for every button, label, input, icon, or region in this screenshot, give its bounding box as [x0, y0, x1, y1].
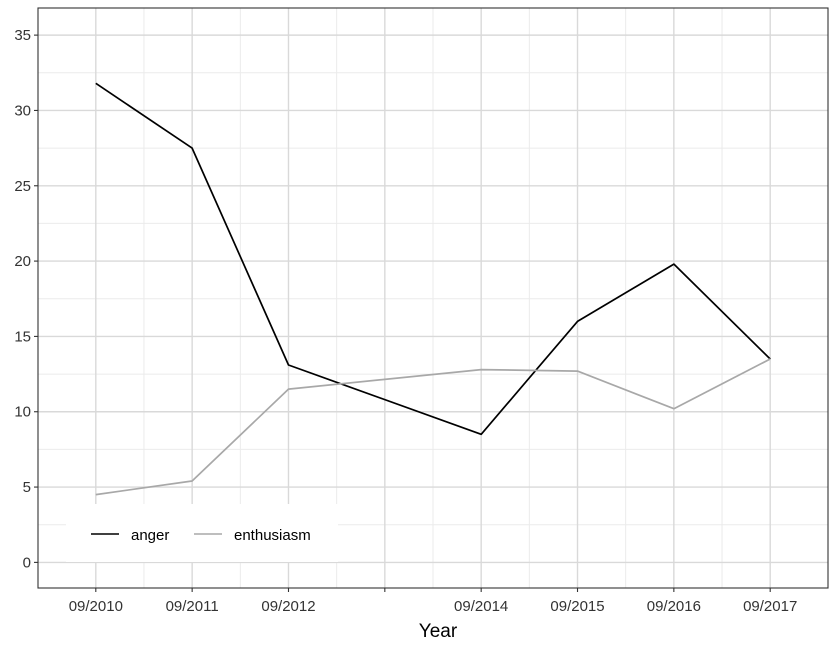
- x-axis-title: Year: [419, 621, 458, 641]
- legend-label-anger: anger: [131, 527, 169, 544]
- y-tick-label: 20: [14, 253, 31, 270]
- x-tick-label: 09/2015: [550, 598, 604, 615]
- legend-background: [66, 504, 338, 562]
- x-tick-label: 09/2014: [454, 598, 508, 615]
- x-tick-label: 09/2012: [261, 598, 315, 615]
- grid-major: [38, 8, 828, 588]
- y-tick-label: 0: [23, 554, 31, 571]
- y-tick-label: 30: [14, 102, 31, 119]
- x-axis: 09/2010 09/2011 09/2012 09/2014 09/2015 09/20…: [69, 588, 797, 615]
- plot-panel-border: [37, 7, 829, 589]
- y-tick-label: 35: [14, 27, 31, 44]
- x-tick-label: 09/2011: [166, 598, 219, 615]
- x-tick-label: 09/2016: [647, 598, 701, 615]
- series-layer: [95, 82, 771, 496]
- y-tick-label: 5: [23, 479, 31, 496]
- legend: anger enthusiasm: [66, 504, 338, 562]
- y-tick-label: 15: [14, 328, 31, 345]
- y-tick-label: 25: [14, 178, 31, 195]
- x-tick-label: 09/2017: [743, 598, 797, 615]
- legend-label-enthusiasm: enthusiasm: [234, 527, 311, 544]
- series-line-enthusiasm: [95, 358, 771, 496]
- y-axis: 0 5 10 15 20 25 30 35: [14, 27, 38, 571]
- y-tick-label: 10: [14, 404, 31, 421]
- x-tick-label: 09/2010: [69, 598, 123, 615]
- series-line-anger: [95, 82, 771, 436]
